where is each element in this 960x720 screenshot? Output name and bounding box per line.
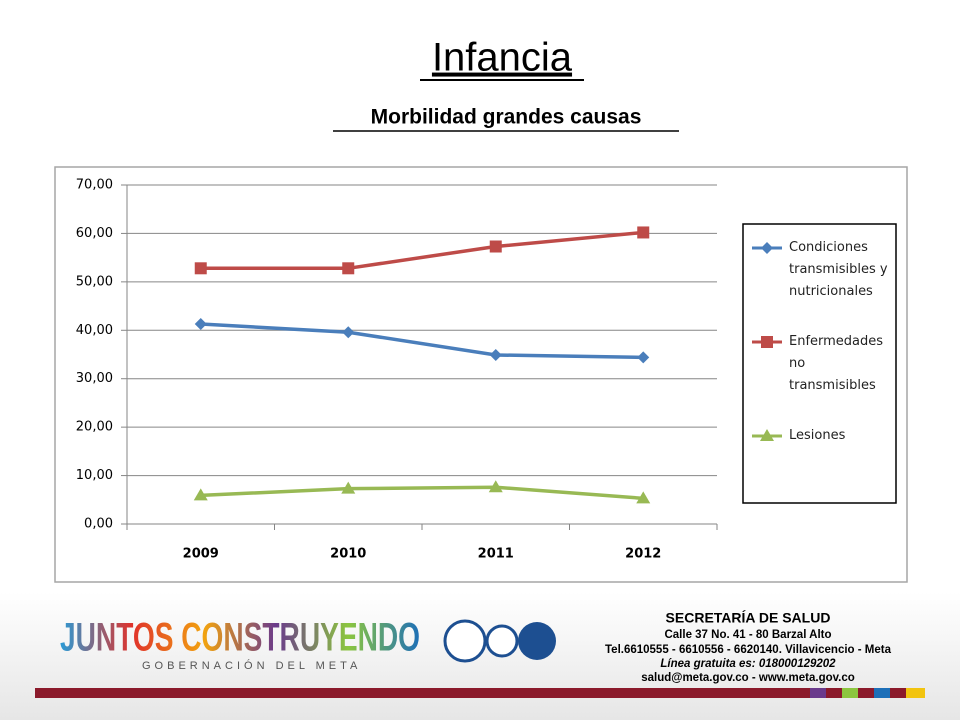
marker (489, 240, 502, 253)
footer-line: Línea gratuita es: 018000129202 (660, 658, 836, 670)
footer-line: SECRETARÍA DE SALUD (666, 610, 831, 626)
legend-label: Condiciones transmisibles y nutricionale… (789, 240, 888, 299)
logo-subtext: GOBERNACIÓN DEL META (142, 659, 361, 672)
y-tick-label: 60,00 (76, 226, 113, 241)
marker (761, 336, 773, 348)
x-tick-label: 2011 (478, 547, 514, 562)
y-tick-label: 70,00 (76, 178, 113, 193)
series-line (200, 485, 644, 501)
x-tick-label: 2010 (330, 547, 366, 562)
footer-line: Tel.6610555 - 6610556 - 6620140. Villavi… (605, 644, 892, 656)
x-tick-label: 2012 (625, 547, 661, 562)
series-line (200, 322, 644, 360)
iso-logo (485, 624, 519, 658)
marker (194, 317, 207, 330)
marker (341, 481, 356, 494)
y-tick-label: 30,00 (76, 371, 113, 386)
footer-bar-block (842, 688, 858, 698)
logo-text: JUNTOS CONSTRUYENDO (60, 616, 420, 660)
marker (342, 262, 355, 275)
iqnet-logo (518, 622, 556, 660)
seal-logo (443, 619, 487, 663)
series-line (200, 230, 644, 271)
marker (342, 326, 355, 339)
marker (488, 480, 503, 493)
legend-box (742, 223, 897, 504)
footer-line: Calle 37 No. 41 - 80 Barzal Alto (664, 629, 831, 641)
marker (194, 262, 207, 275)
footer-bar-block (874, 688, 890, 698)
marker (761, 242, 773, 254)
y-tick-label: 10,00 (76, 468, 113, 483)
marker (637, 226, 650, 239)
marker (760, 429, 774, 441)
marker (193, 488, 208, 501)
y-tick-label: 0,00 (84, 517, 113, 532)
legend-label: Enfermedades no transmisibles (789, 334, 884, 393)
x-tick-label: 2009 (183, 547, 219, 562)
marker (489, 348, 502, 361)
footer-line: salud@meta.gov.co - www.meta.gov.co (641, 672, 855, 684)
legend-label: Lesiones (789, 428, 846, 443)
footer-bar-block (810, 688, 826, 698)
y-tick-label: 50,00 (76, 274, 113, 289)
footer-bar (35, 688, 925, 698)
footer-bar-block (906, 688, 925, 698)
y-tick-label: 40,00 (76, 323, 113, 338)
y-tick-label: 20,00 (76, 420, 113, 435)
subtitle: Morbilidad grandes causas (371, 106, 642, 129)
marker (637, 351, 650, 364)
title: Infancia (432, 36, 573, 80)
marker (636, 491, 651, 504)
